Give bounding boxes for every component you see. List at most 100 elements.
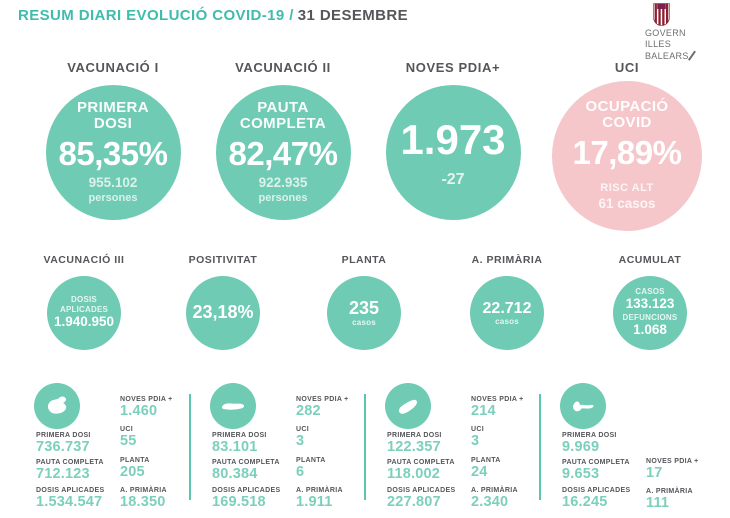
- kpi-label: UCI: [614, 60, 640, 75]
- stat-pauta-completa: PAUTA COMPLETA 118.002: [387, 459, 455, 483]
- kpi-label: VACUNACIÓ III: [43, 254, 125, 266]
- stat-primera-dosi: PRIMERA DOSI 122.357: [387, 432, 442, 456]
- kpi-label: ACUMULAT: [618, 254, 682, 266]
- page-title-main: RESUM DIARI EVOLUCIÓ COVID-19 /: [18, 7, 294, 24]
- formentera-icon: [560, 383, 606, 429]
- kpi-value: 22.712: [482, 299, 532, 317]
- island-stats-left: PRIMERA DOSI 122.357 PAUTA COMPLETA 118.00…: [387, 431, 473, 513]
- logo-line-3: BALEARS: [645, 50, 729, 62]
- kpi-delta: -27: [441, 171, 465, 188]
- kpi-deaths-label: DEFUNCIONS: [622, 313, 678, 322]
- stat-noves-pdia: NOVES PDIA +17: [646, 458, 699, 482]
- stat-a-primaria: A. PRIMÀRIA 2.340: [471, 486, 518, 511]
- stat-primera-dosi: PRIMERA DOSI 83.101: [212, 432, 267, 456]
- stat-uci: UCI 3: [296, 426, 309, 450]
- stat-noves-pdia: NOVES PDIA +1.460: [120, 396, 173, 420]
- kpi-subtitle: PAUTA COMPLETA: [239, 98, 327, 132]
- kpi-unit: casos: [352, 318, 376, 328]
- kpi-detail-count: 922.935: [258, 174, 308, 190]
- kpi-label: NOVES PDIA+: [405, 60, 501, 75]
- island-stats-left: PRIMERA DOSI 83.101 PAUTA COMPLETA 80.384 …: [212, 431, 298, 513]
- stat-planta: PLANTA 205: [120, 456, 150, 480]
- kpi-value: 235: [348, 297, 380, 318]
- kpi-planta: PLANTA 235 casos: [304, 254, 424, 350]
- island-stats-right: NOVES PDIA +17 A. PRIMÀRIA 111: [646, 457, 712, 518]
- stat-a-primaria: A. PRIMÀRIA 1.911: [296, 486, 343, 511]
- stat-planta: PLANTA 24: [471, 456, 501, 480]
- kpi-subtitle: OCUPACIÓ COVID: [585, 98, 669, 132]
- island-panel-eivissa: PRIMERA DOSI 122.357 PAUTA COMPLETA 118.00…: [371, 382, 539, 510]
- kpi-cases-label: CASOS: [635, 286, 665, 296]
- kpi-label: POSITIVITAT: [188, 254, 258, 266]
- stat-dosis-aplicades: DOSIS APLICADES 16.245: [562, 486, 631, 510]
- island-panel-mallorca: PRIMERA DOSI 736.737 PAUTA COMPLETA 712.12…: [20, 382, 188, 510]
- kpi-vacunacio-1: VACUNACIÓ I PRIMERA DOSI 85,35% 955.102 …: [28, 60, 198, 220]
- stat-pauta-completa: PAUTA COMPLETA 9.653: [562, 459, 630, 483]
- island-stats-left: PRIMERA DOSI 9.969 PAUTA COMPLETA 9.653 DO…: [562, 431, 648, 513]
- kpi-deaths-value: 1.068: [633, 322, 667, 338]
- stat-pauta-completa: PAUTA COMPLETA 80.384: [212, 459, 280, 483]
- section-divider: [189, 394, 191, 500]
- stat-uci: UCI 3: [471, 426, 484, 450]
- kpi-label: VACUNACIÓ I: [67, 60, 159, 75]
- kpi-vacunacio-3: VACUNACIÓ III DOSIS APLICADES 1.940.950: [24, 254, 144, 350]
- kpi-risk-level: RISC ALT: [600, 182, 654, 195]
- kpi-circle-primera-dosi: PRIMERA DOSI 85,35% 955.102 persones: [45, 85, 181, 220]
- kpi-circle-primaria: 22.712 casos: [470, 276, 544, 350]
- kpi-unit: casos: [495, 317, 519, 327]
- stat-dosis-aplicades: DOSIS APLICADES 1.534.547: [36, 486, 105, 510]
- kpi-cases-value: 133.123: [625, 296, 675, 312]
- kpi-circle-positivitat: 23,18%: [186, 276, 260, 350]
- section-divider: [539, 394, 541, 500]
- kpi-subtitle: PRIMERA DOSI: [77, 98, 149, 132]
- island-stats-right: NOVES PDIA +214 UCI 3 PLANTA 24 A. PRIMÀRI…: [471, 395, 537, 516]
- island-stats-right: NOVES PDIA +282 UCI 3 PLANTA 6 A. PRIMÀRIA…: [296, 395, 362, 516]
- stat-primera-dosi: PRIMERA DOSI 736.737: [36, 432, 91, 456]
- kpi-value: 23,18%: [192, 302, 254, 323]
- kpi-positivitat: POSITIVITAT 23,18%: [163, 254, 283, 350]
- kpi-subtitle: DOSIS APLICADES: [59, 295, 109, 314]
- stat-a-primaria: A. PRIMÀRIA 18.350: [120, 486, 167, 511]
- kpi-value: 1.973: [400, 116, 506, 163]
- kpi-circle-noves-pdia: 1.973 -27: [385, 85, 521, 220]
- mallorca-icon: [34, 383, 80, 429]
- kpi-vacunacio-2: VACUNACIÓ II PAUTA COMPLETA 82,47% 922.9…: [198, 60, 368, 220]
- kpi-detail-count: 955.102: [88, 174, 138, 190]
- menorca-icon: [210, 383, 256, 429]
- kpi-noves-pdia: NOVES PDIA+ 1.973 -27: [368, 60, 538, 220]
- kpi-circle-planta: 235 casos: [327, 276, 401, 350]
- stat-noves-pdia: NOVES PDIA +214: [471, 396, 524, 420]
- kpi-label: VACUNACIÓ II: [235, 60, 331, 75]
- island-stats-right: NOVES PDIA +1.460 UCI 55 PLANTA 205 A. PRI…: [120, 395, 186, 516]
- page-title-date: 31 DESEMBRE: [297, 7, 409, 24]
- kpi-circle-acumulat: CASOS 133.123 DEFUNCIONS 1.068: [613, 276, 687, 350]
- kpi-circle-uci: OCUPACIÓ COVID 17,89% RISC ALT 61 casos: [552, 81, 702, 231]
- kpi-detail-unit: persones: [258, 191, 308, 204]
- stat-dosis-aplicades: DOSIS APLICADES 227.807: [387, 486, 456, 510]
- logo-wordmark: GOVERN ILLES BALEARS: [645, 28, 729, 61]
- stat-uci: UCI 55: [120, 426, 137, 450]
- logo-line-2: ILLES: [645, 38, 672, 49]
- kpi-value: 17,89%: [572, 134, 682, 172]
- stat-planta: PLANTA 6: [296, 456, 326, 480]
- govern-crest-icon: [653, 3, 670, 26]
- kpi-acumulat: ACUMULAT CASOS 133.123 DEFUNCIONS 1.068: [590, 254, 710, 350]
- kpi-detail-count: 61 casos: [598, 196, 656, 212]
- eivissa-icon: [385, 383, 431, 429]
- kpi-value: 1.940.950: [53, 313, 115, 329]
- kpi-atencio-primaria: A. PRIMÀRIA 22.712 casos: [447, 254, 567, 350]
- island-stats-left: PRIMERA DOSI 736.737 PAUTA COMPLETA 712.12…: [36, 431, 122, 513]
- section-divider: [364, 394, 366, 500]
- stat-dosis-aplicades: DOSIS APLICADES 169.518: [212, 486, 281, 510]
- kpi-detail-unit: persones: [88, 191, 138, 204]
- kpi-uci: UCI OCUPACIÓ COVID 17,89% RISC ALT 61 ca…: [542, 60, 712, 231]
- stat-primera-dosi: PRIMERA DOSI 9.969: [562, 432, 617, 456]
- stat-pauta-completa: PAUTA COMPLETA 712.123: [36, 459, 104, 483]
- kpi-value: 82,47%: [228, 134, 338, 172]
- stat-a-primaria: A. PRIMÀRIA 111: [646, 488, 693, 512]
- island-panel-menorca: PRIMERA DOSI 83.101 PAUTA COMPLETA 80.384 …: [196, 382, 364, 510]
- kpi-circle-dosis-aplicades: DOSIS APLICADES 1.940.950: [47, 276, 121, 350]
- logo-line-1: GOVERN: [645, 28, 686, 38]
- kpi-circle-pauta-completa: PAUTA COMPLETA 82,47% 922.935 persones: [215, 85, 351, 220]
- island-panel-formentera: PRIMERA DOSI 9.969 PAUTA COMPLETA 9.653 DO…: [546, 382, 714, 511]
